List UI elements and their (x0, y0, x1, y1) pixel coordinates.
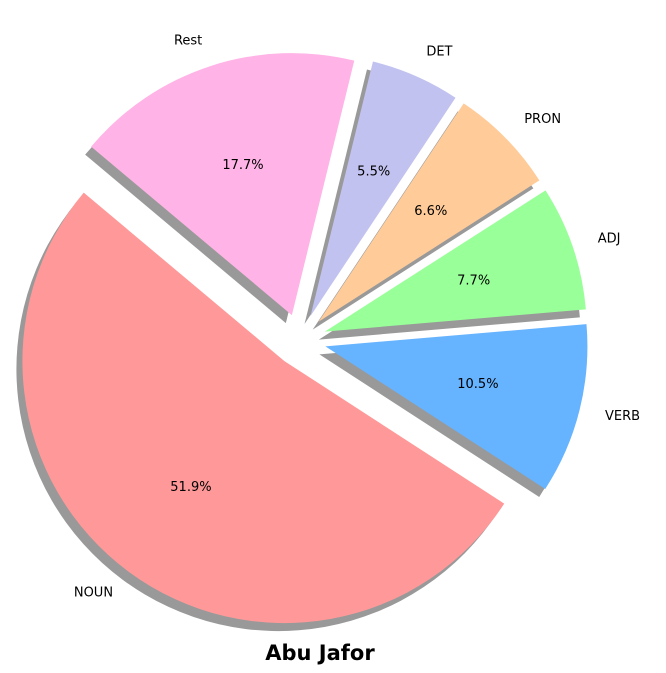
category-label-pron: PRON (524, 112, 561, 127)
slice-labels: NOUN 51.9% VERB 10.5% ADJ 7.7% PRON 6.6% DET 5.5%… (74, 34, 640, 601)
category-label-noun: NOUN (74, 585, 113, 600)
percent-label-verb: 10.5% (457, 377, 498, 392)
slices (22, 53, 588, 624)
category-label-adj: ADJ (598, 231, 621, 246)
slice-verb (325, 324, 588, 489)
percent-label-adj: 7.7% (457, 274, 490, 289)
chart-title: Abu Jafor (265, 641, 375, 665)
percent-label-noun: 51.9% (170, 480, 211, 495)
category-label-verb: VERB (605, 409, 640, 424)
slice-rest (91, 53, 355, 316)
percent-label-det: 5.5% (357, 165, 390, 180)
percent-label-pron: 6.6% (414, 204, 447, 219)
percent-label-rest: 17.7% (222, 158, 263, 173)
category-label-rest: Rest (174, 34, 202, 49)
slice-pron (318, 103, 540, 322)
slice-adj (324, 190, 586, 332)
slice-det (310, 61, 456, 317)
category-label-det: DET (426, 45, 452, 60)
slice-noun (22, 192, 505, 624)
